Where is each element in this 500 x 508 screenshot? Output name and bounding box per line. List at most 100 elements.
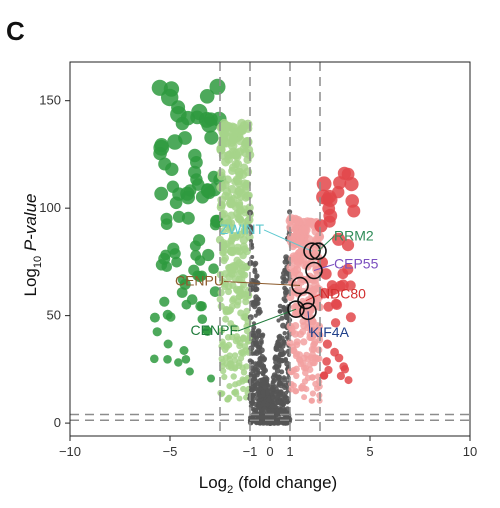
point-not_significant [277,309,283,314]
point-down_strong [204,112,218,127]
point-down_strong [201,183,214,196]
point-down_weak [222,240,231,249]
point-up_weak [309,374,316,381]
x-axis-title: Log2 (fold change) [199,473,337,496]
point-not_significant [260,414,266,421]
point-down_weak [236,339,244,347]
gene-highlight-ring [297,291,315,310]
point-not_significant [251,327,256,333]
point-down_strong [152,327,162,337]
point-down_weak [231,352,239,359]
point-down_weak [235,362,243,369]
point-up_weak [290,382,297,389]
point-down_strong [159,296,170,307]
point-down_strong [158,252,171,265]
point-down_strong [190,156,203,169]
point-up_weak [309,397,315,404]
point-not_significant [255,328,262,335]
point-down_strong [174,358,183,367]
point-up_strong [333,176,347,190]
point-down_weak [240,228,249,236]
point-not_significant [271,415,276,420]
point-down_strong [184,184,197,197]
point-not_significant [247,314,254,321]
point-down_weak [229,135,239,145]
point-not_significant [254,349,259,354]
point-down_weak [225,273,234,281]
point-up_weak [291,322,300,330]
point-down_strong [188,165,202,179]
point-up_strong [347,204,361,218]
point-up_weak [301,378,309,385]
point-up_strong [330,318,341,328]
point-down_weak [223,343,230,351]
point-not_significant [253,287,258,293]
point-not_significant [255,367,261,373]
point-not_significant [283,254,289,260]
point-down_strong [178,131,192,145]
point-not_significant [276,382,282,387]
point-down_strong [154,186,169,201]
point-not_significant [275,420,280,426]
point-down_weak [217,289,225,297]
point-not_significant [282,339,287,344]
point-up_strong [337,279,349,291]
highlighted-genes: ZWINT RRM2 CEP55 CENPU NDC80 CENPF KIF4A [175,221,379,340]
point-up_weak [300,338,308,346]
point-up_weak [309,359,317,367]
point-not_significant [272,400,279,406]
point-up_strong [322,189,337,204]
point-down_weak [232,325,240,332]
point-up_weak [311,340,318,348]
point-up_strong [320,268,332,280]
point-up_strong [322,339,332,349]
point-not_significant [260,389,266,395]
point-down_strong [163,339,173,349]
point-down_weak [236,395,243,402]
point-not_significant [250,406,257,412]
point-not_significant [283,314,289,320]
x-tick-label: −10 [59,444,81,459]
point-not_significant [281,377,288,383]
gene-label: CENPU [175,273,224,289]
point-not_significant [248,387,254,393]
x-tick-label: 1 [286,444,293,459]
point-not_significant [256,344,262,350]
point-down_weak [226,383,233,390]
point-down_weak [225,288,232,296]
point-up_strong [332,232,346,246]
gene-label: RRM2 [334,227,374,243]
point-up_strong [345,194,360,208]
point-down_weak [237,309,245,317]
point-down_weak [233,301,241,309]
point-not_significant [282,331,287,336]
point-down_weak [240,369,248,376]
point-up_strong [322,357,331,366]
point-down_strong [193,234,206,247]
point-not_significant [252,269,258,275]
point-not_significant [282,285,287,291]
gene-label: CENPF [191,322,238,338]
point-up_weak [315,355,323,362]
point-down_weak [243,363,250,370]
point-down_weak [232,388,239,395]
point-not_significant [271,378,277,384]
point-not_significant [256,420,263,426]
point-down_strong [166,180,180,193]
point-down_weak [235,147,244,157]
point-down_weak [245,191,253,200]
point-down_weak [235,292,243,301]
point-down_strong [167,242,180,255]
point-down_strong [196,270,208,281]
point-not_significant [260,332,266,338]
point-down_strong [181,355,191,364]
point-not_significant [251,392,256,398]
point-not_significant [275,374,280,379]
point-not_significant [270,403,275,409]
point-down_weak [226,265,235,273]
point-down_weak [235,275,243,284]
point-up_strong [341,239,355,252]
point-down_strong [186,294,198,305]
point-down_strong [209,286,221,297]
